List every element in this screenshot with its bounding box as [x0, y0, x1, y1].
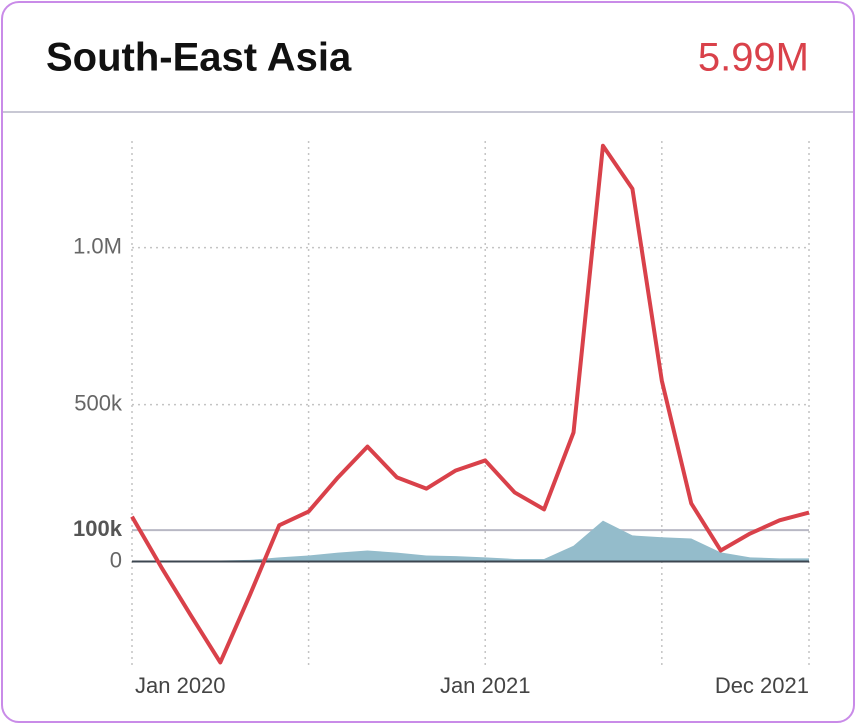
y-tick-label: 1.0M: [73, 233, 122, 258]
y-tick-label: 100k: [73, 516, 123, 541]
x-tick-label: Jan 2021: [440, 673, 531, 698]
x-tick-label: Jan 2020: [135, 673, 226, 698]
chart-title: South-East Asia: [46, 36, 352, 80]
y-tick-label: 500k: [74, 390, 123, 415]
y-tick-label: 0: [110, 547, 122, 572]
x-tick-label: Dec 2021: [715, 673, 809, 698]
line: [130, 143, 810, 665]
area: [132, 520, 809, 562]
headline-value: 5.99M: [698, 36, 809, 80]
chart: South-East Asia 5.99M 0 100k 500k 1.0M Jan 2…: [3, 36, 853, 698]
